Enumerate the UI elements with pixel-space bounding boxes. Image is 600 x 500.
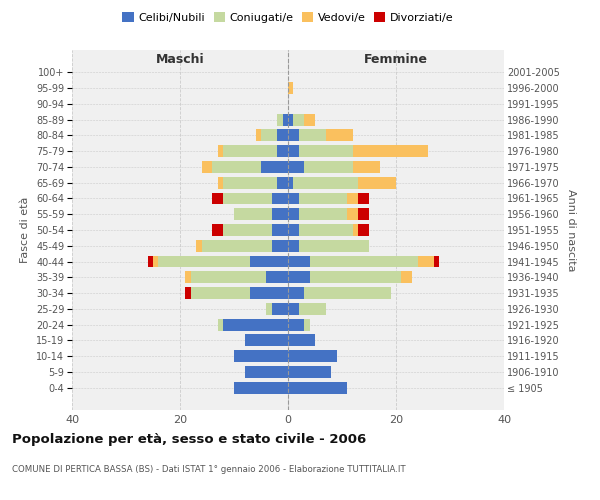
Bar bbox=[288, 82, 293, 94]
Bar bbox=[148, 256, 153, 268]
Bar bbox=[299, 224, 353, 236]
Bar bbox=[304, 287, 391, 299]
Bar bbox=[358, 224, 369, 236]
Bar bbox=[299, 208, 347, 220]
Text: Femmine: Femmine bbox=[364, 53, 428, 66]
Bar bbox=[304, 161, 353, 173]
Bar bbox=[212, 192, 223, 204]
Bar bbox=[288, 366, 331, 378]
Bar bbox=[288, 303, 299, 315]
Bar bbox=[288, 318, 304, 330]
Bar bbox=[310, 256, 418, 268]
Text: COMUNE DI PERTICA BASSA (BS) - Dati ISTAT 1° gennaio 2006 - Elaborazione TUTTITA: COMUNE DI PERTICA BASSA (BS) - Dati ISTA… bbox=[12, 466, 406, 474]
Bar bbox=[277, 177, 288, 188]
Bar bbox=[299, 192, 347, 204]
Bar bbox=[288, 350, 337, 362]
Bar bbox=[288, 145, 299, 157]
Bar bbox=[223, 192, 272, 204]
Bar bbox=[326, 130, 353, 141]
Bar bbox=[266, 272, 288, 283]
Bar bbox=[401, 272, 412, 283]
Bar bbox=[288, 177, 293, 188]
Bar bbox=[288, 272, 310, 283]
Bar bbox=[347, 192, 358, 204]
Bar bbox=[353, 145, 428, 157]
Bar bbox=[261, 130, 277, 141]
Bar bbox=[272, 192, 288, 204]
Bar bbox=[288, 208, 299, 220]
Bar bbox=[288, 334, 315, 346]
Bar bbox=[212, 224, 223, 236]
Bar bbox=[185, 287, 191, 299]
Bar bbox=[353, 161, 380, 173]
Y-axis label: Fasce di età: Fasce di età bbox=[20, 197, 31, 263]
Bar bbox=[250, 287, 288, 299]
Bar bbox=[347, 208, 358, 220]
Bar bbox=[234, 208, 272, 220]
Bar bbox=[223, 145, 277, 157]
Bar bbox=[245, 334, 288, 346]
Bar bbox=[234, 350, 288, 362]
Bar bbox=[153, 256, 158, 268]
Bar bbox=[358, 177, 396, 188]
Bar bbox=[202, 161, 212, 173]
Bar bbox=[418, 256, 434, 268]
Bar bbox=[272, 240, 288, 252]
Bar bbox=[191, 272, 266, 283]
Bar bbox=[288, 114, 293, 126]
Bar bbox=[250, 256, 288, 268]
Bar bbox=[158, 256, 250, 268]
Bar bbox=[234, 382, 288, 394]
Bar bbox=[293, 114, 304, 126]
Bar bbox=[358, 208, 369, 220]
Bar bbox=[218, 318, 223, 330]
Bar bbox=[245, 366, 288, 378]
Bar bbox=[196, 240, 202, 252]
Bar bbox=[288, 192, 299, 204]
Bar bbox=[358, 192, 369, 204]
Bar bbox=[299, 145, 353, 157]
Bar bbox=[434, 256, 439, 268]
Bar bbox=[272, 303, 288, 315]
Text: Maschi: Maschi bbox=[155, 53, 205, 66]
Bar bbox=[256, 130, 261, 141]
Bar bbox=[218, 145, 223, 157]
Bar bbox=[202, 240, 272, 252]
Bar bbox=[293, 177, 358, 188]
Bar bbox=[223, 318, 288, 330]
Bar bbox=[304, 318, 310, 330]
Bar bbox=[288, 256, 310, 268]
Bar bbox=[288, 224, 299, 236]
Bar bbox=[277, 114, 283, 126]
Bar bbox=[299, 240, 369, 252]
Bar bbox=[288, 240, 299, 252]
Bar bbox=[288, 382, 347, 394]
Bar bbox=[353, 224, 358, 236]
Bar bbox=[191, 287, 250, 299]
Legend: Celibi/Nubili, Coniugati/e, Vedovi/e, Divorziati/e: Celibi/Nubili, Coniugati/e, Vedovi/e, Di… bbox=[118, 8, 458, 28]
Bar bbox=[288, 161, 304, 173]
Bar bbox=[288, 287, 304, 299]
Bar bbox=[272, 224, 288, 236]
Y-axis label: Anni di nascita: Anni di nascita bbox=[566, 188, 577, 271]
Bar bbox=[212, 161, 261, 173]
Bar bbox=[266, 303, 272, 315]
Bar bbox=[304, 114, 315, 126]
Bar bbox=[283, 114, 288, 126]
Bar bbox=[261, 161, 288, 173]
Bar bbox=[299, 303, 326, 315]
Bar bbox=[272, 208, 288, 220]
Bar bbox=[277, 145, 288, 157]
Bar bbox=[218, 177, 223, 188]
Text: Popolazione per età, sesso e stato civile - 2006: Popolazione per età, sesso e stato civil… bbox=[12, 432, 366, 446]
Bar bbox=[223, 224, 272, 236]
Bar bbox=[277, 130, 288, 141]
Bar bbox=[299, 130, 326, 141]
Bar bbox=[288, 130, 299, 141]
Bar bbox=[310, 272, 401, 283]
Bar bbox=[185, 272, 191, 283]
Bar bbox=[223, 177, 277, 188]
